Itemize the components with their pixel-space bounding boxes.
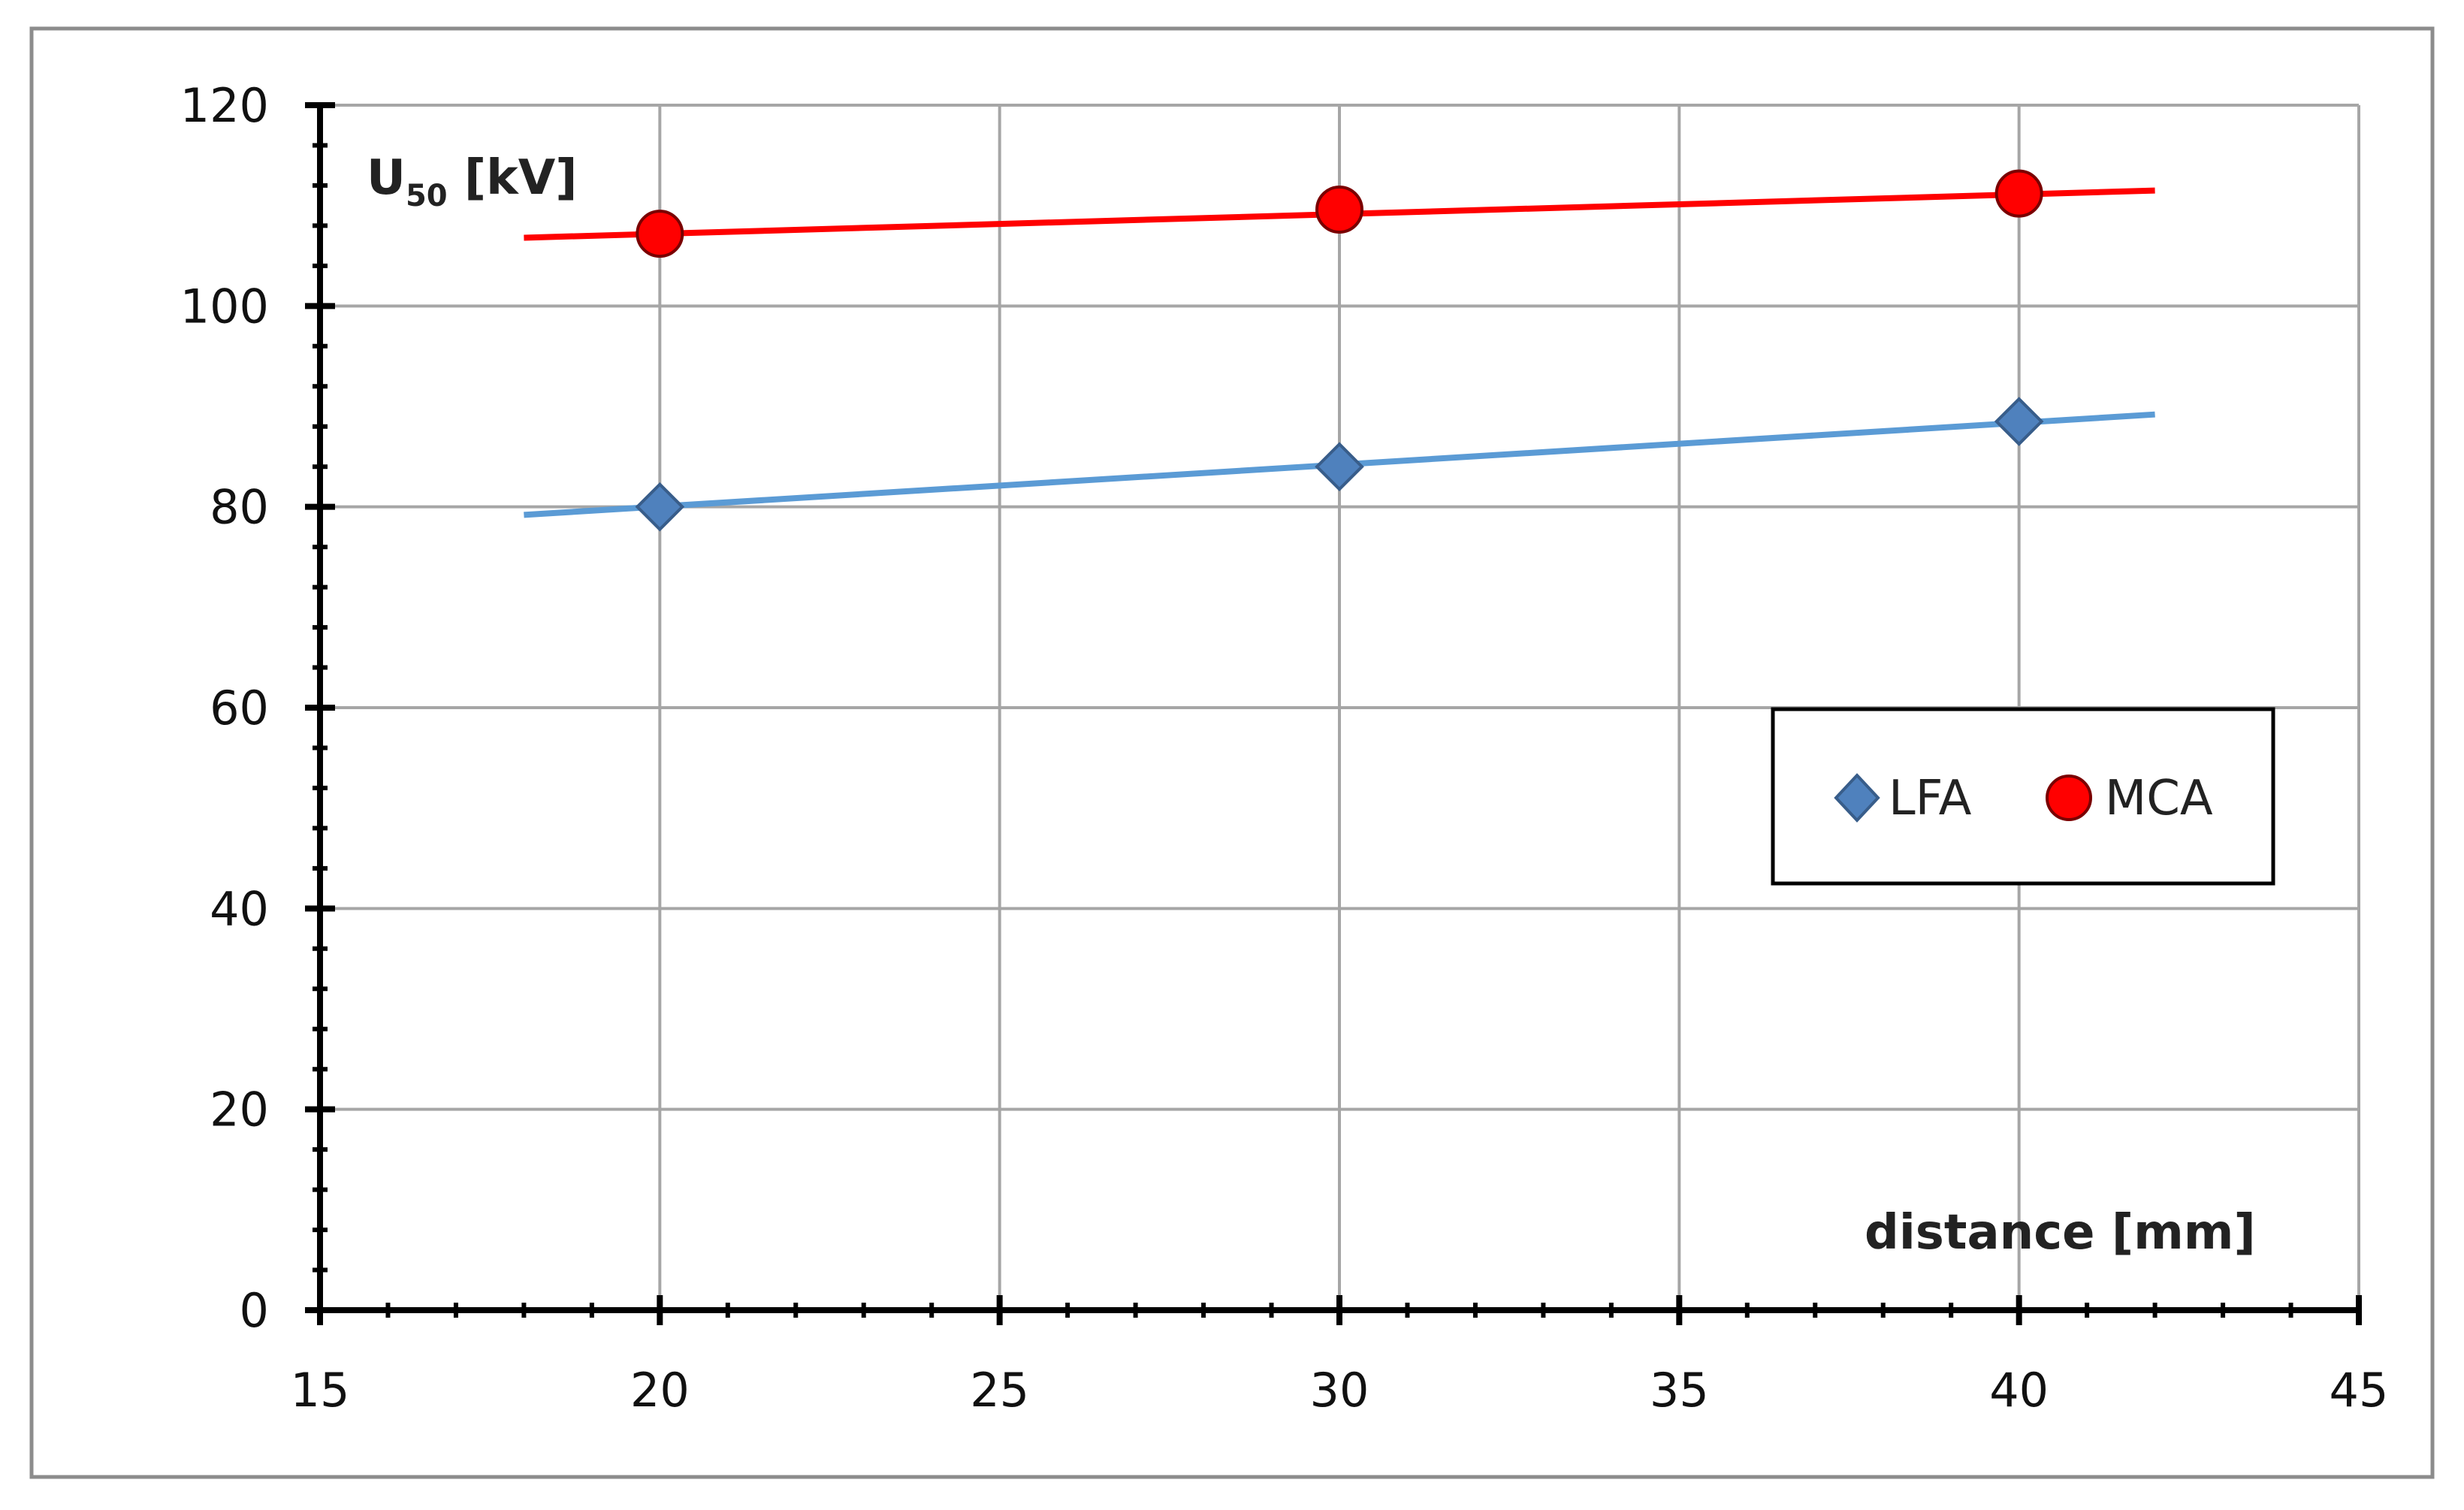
tick-labels: 0 20 40 60 80 100 120 15 20 25 30 35 40 45: [180, 78, 2389, 1418]
y-tick-label: 60: [210, 681, 269, 735]
x-tick-label: 25: [970, 1363, 1029, 1418]
legend-marker-mca-circle-icon: [2046, 775, 2092, 821]
data-point-mca: [1994, 169, 2043, 218]
data-point-lfa: [1994, 397, 2044, 446]
y-tick-label: 20: [210, 1083, 269, 1137]
x-tick-label: 35: [1650, 1363, 1709, 1418]
y-tick-label: 0: [240, 1283, 269, 1338]
data-point-lfa: [635, 482, 685, 532]
legend-label-lfa: LFA: [1889, 771, 1972, 826]
data-point-mca: [636, 210, 684, 258]
y-tick-label: 120: [180, 78, 269, 133]
x-tick-label: 40: [1989, 1363, 2049, 1418]
x-axis-label: distance [mm]: [1865, 1205, 2256, 1261]
y-tick-label: 100: [180, 279, 269, 334]
y-axis-label-unit: [kV]: [448, 150, 578, 206]
y-axis-label-subscript: 50: [406, 179, 448, 213]
legend-marker-lfa-diamond-icon: [1834, 773, 1880, 823]
data-point-lfa: [1315, 442, 1364, 492]
x-tick-label: 20: [630, 1363, 690, 1418]
x-tick-label: 45: [2330, 1363, 2389, 1418]
data-point-mca: [1315, 186, 1363, 234]
y-tick-label: 40: [210, 881, 269, 936]
x-tick-label: 30: [1310, 1363, 1369, 1418]
grid: [320, 104, 2360, 1310]
series: [524, 169, 2155, 532]
x-tick-label: 15: [291, 1363, 350, 1418]
legend-label-mca: MCA: [2105, 771, 2213, 826]
legend: LFA MCA: [1771, 707, 2275, 886]
axes: [305, 102, 2362, 1325]
y-axis-label-base: U: [367, 150, 406, 206]
y-axis-label: U50 [kV]: [367, 150, 578, 213]
y-tick-label: 80: [210, 480, 269, 535]
